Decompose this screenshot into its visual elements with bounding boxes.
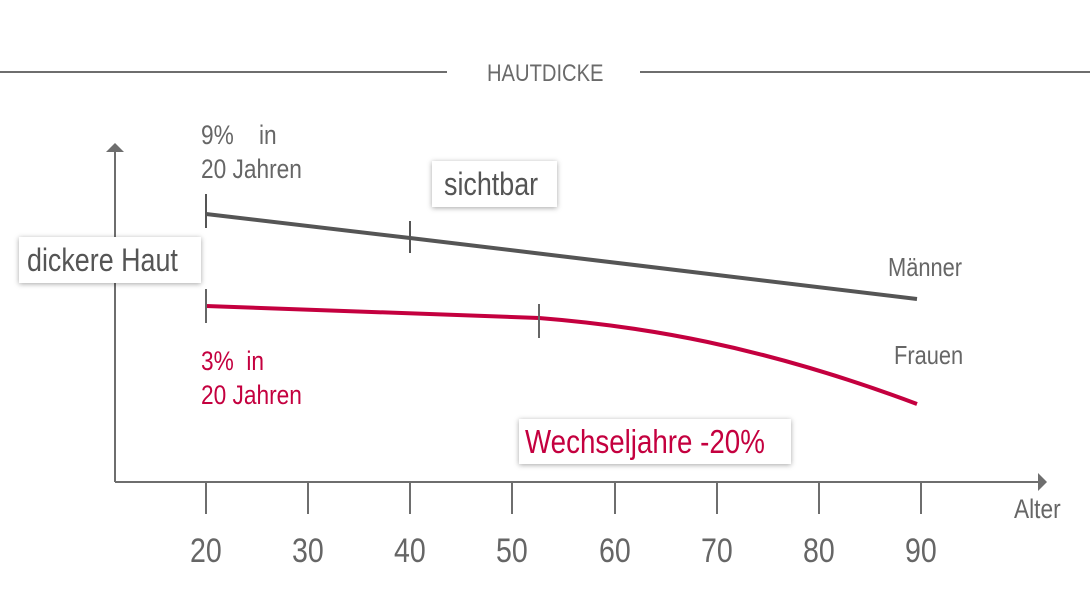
visible-label: sichtbar: [444, 166, 539, 202]
tick-label-90: 90: [905, 532, 937, 570]
x-ticks: [205, 482, 922, 514]
title-backdrop: [470, 58, 620, 88]
tick-label-50: 50: [496, 532, 528, 570]
y-axis-arrow-icon: [106, 143, 124, 152]
series-line-maenner: [205, 212, 918, 301]
chart-title: HAUTDICKE: [487, 60, 604, 87]
legend-frauen: Frauen: [894, 340, 964, 370]
y-axis-label: dickere Haut: [27, 242, 178, 278]
tick-label-60: 60: [599, 532, 631, 570]
men-rate-line2: 20 Jahren: [201, 154, 302, 184]
x-axis-label: Alter: [1014, 494, 1061, 524]
men-rate-line1: 9% in: [201, 120, 277, 150]
menopause-label: Wechseljahre -20%: [525, 423, 765, 460]
visible-callout: sichtbar: [432, 161, 557, 207]
tick-label-70: 70: [701, 532, 733, 570]
y-axis-label-box: dickere Haut: [19, 237, 201, 283]
series-line-frauen: [205, 304, 918, 406]
tick-label-40: 40: [394, 532, 426, 570]
men-rate-annotation: 9% in 20 Jahren: [201, 118, 302, 186]
tick-label-20: 20: [190, 532, 222, 570]
legend-maenner: Männer: [888, 252, 963, 282]
tick-label-80: 80: [803, 532, 835, 570]
x-axis-arrow-icon: [1038, 473, 1047, 491]
women-rate-line2: 20 Jahren: [201, 380, 302, 410]
menopause-callout: Wechseljahre -20%: [519, 419, 791, 464]
women-rate-annotation: 3% in 20 Jahren: [201, 344, 302, 412]
tick-label-30: 30: [292, 532, 324, 570]
women-rate-line1: 3% in: [201, 346, 265, 376]
